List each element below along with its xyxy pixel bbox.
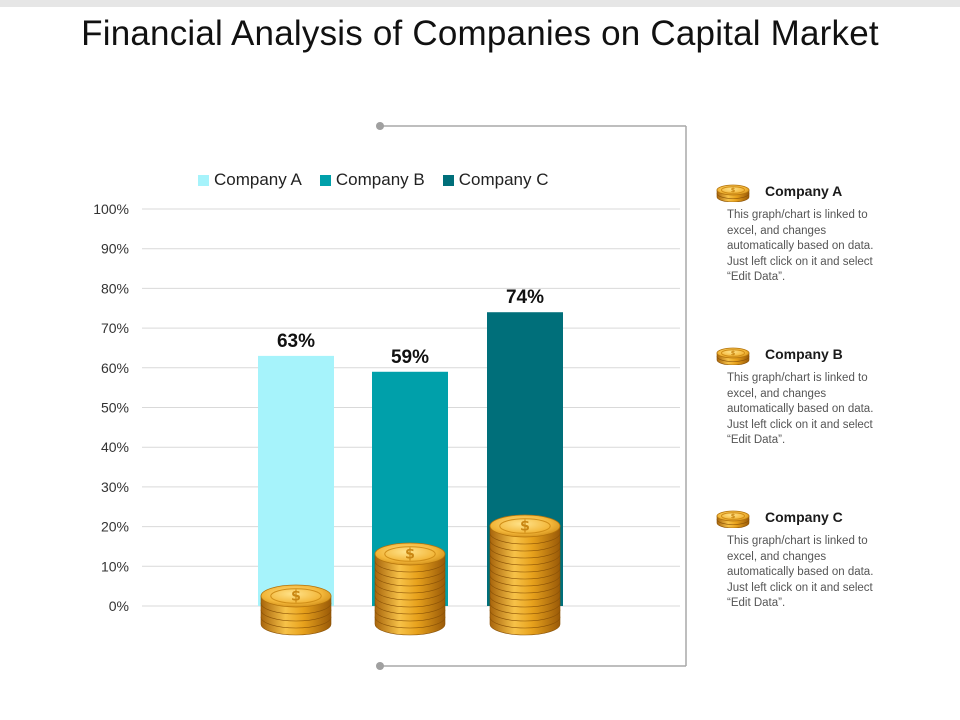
- y-axis-ticks: 0% 10% 20% 30% 40% 50% 60% 70% 80% 90% 100%: [93, 201, 129, 614]
- dollar-sign: $: [731, 186, 736, 194]
- data-label-1: 63%: [277, 331, 315, 352]
- legend-item-company-a[interactable]: Company A: [198, 170, 302, 190]
- y-tick-label: 70%: [101, 320, 129, 336]
- top-strip: [0, 0, 960, 7]
- side-desc-b: This graph/chart is linked to excel, and…: [727, 372, 874, 446]
- side-title-a: Company A: [765, 183, 843, 199]
- y-tick-label: 80%: [101, 280, 129, 296]
- coin-rim: [270, 588, 322, 604]
- dollar-sign: $: [405, 547, 415, 563]
- y-tick-label: 90%: [101, 241, 129, 257]
- legend-item-company-c[interactable]: Company C: [442, 170, 549, 190]
- legend-label-b: Company B: [335, 170, 425, 189]
- frame-dot-top: [376, 122, 384, 130]
- data-label-2: 59%: [391, 347, 429, 368]
- coin-stack-3: $: [489, 514, 561, 636]
- coin-stacks: $ $ $: [260, 514, 561, 636]
- y-tick-label: 30%: [101, 479, 129, 495]
- side-title-c: Company C: [765, 509, 843, 525]
- data-label-3: 74%: [506, 287, 544, 308]
- side-item-company-a: $ Company A This graph/chart is linked t…: [715, 180, 945, 286]
- coin-stack-2: $: [374, 542, 446, 636]
- coin-stack-1: $: [260, 584, 332, 636]
- data-labels: 63% 59% 74%: [277, 287, 544, 368]
- y-tick-label: 20%: [101, 519, 129, 535]
- chart-legend: Company A Company B Company C: [198, 169, 548, 191]
- page-title: Financial Analysis of Companies on Capit…: [81, 14, 879, 53]
- coin-rim: [384, 546, 436, 562]
- legend-swatch-b: [319, 174, 331, 186]
- coin-stack-icon: $: [716, 347, 750, 365]
- legend-item-company-b[interactable]: Company B: [319, 170, 425, 190]
- coin-icon-shape: $: [716, 184, 750, 202]
- dollar-sign: $: [520, 519, 530, 535]
- coin-stack-icon: $: [716, 510, 750, 528]
- side-desc-c: This graph/chart is linked to excel, and…: [727, 535, 874, 609]
- y-tick-label: 60%: [101, 360, 129, 376]
- coin-rim: [720, 349, 746, 357]
- coin-stack-icon: $: [716, 184, 750, 202]
- y-tick-label: 10%: [101, 558, 129, 574]
- bar-1: [258, 355, 334, 606]
- chart-frame: [376, 122, 687, 670]
- legend-label-a: Company A: [214, 170, 302, 189]
- y-tick-label: 40%: [101, 439, 129, 455]
- side-desc-a: This graph/chart is linked to excel, and…: [727, 209, 874, 283]
- y-tick-label: 0%: [109, 598, 129, 614]
- y-tick-label: 50%: [101, 400, 129, 416]
- dollar-sign: $: [731, 349, 736, 357]
- legend-swatch-c: [442, 174, 454, 186]
- coin-rim: [720, 512, 746, 520]
- side-item-company-b: $ Company B This graph/chart is linked t…: [715, 343, 945, 449]
- side-item-company-c: $ Company C This graph/chart is linked t…: [715, 506, 945, 612]
- y-tick-label: 100%: [93, 201, 129, 217]
- coin-rim: [720, 186, 746, 194]
- dollar-sign: $: [291, 589, 301, 605]
- legend-label-c: Company C: [458, 170, 549, 189]
- coin-icon-shape: $: [716, 347, 750, 365]
- dollar-sign: $: [731, 512, 736, 520]
- coin-icon-shape: $: [716, 510, 750, 528]
- coin-rim: [499, 518, 551, 534]
- legend-swatch-a: [198, 174, 209, 186]
- side-title-b: Company B: [765, 346, 843, 362]
- frame-dot-bottom: [376, 662, 384, 670]
